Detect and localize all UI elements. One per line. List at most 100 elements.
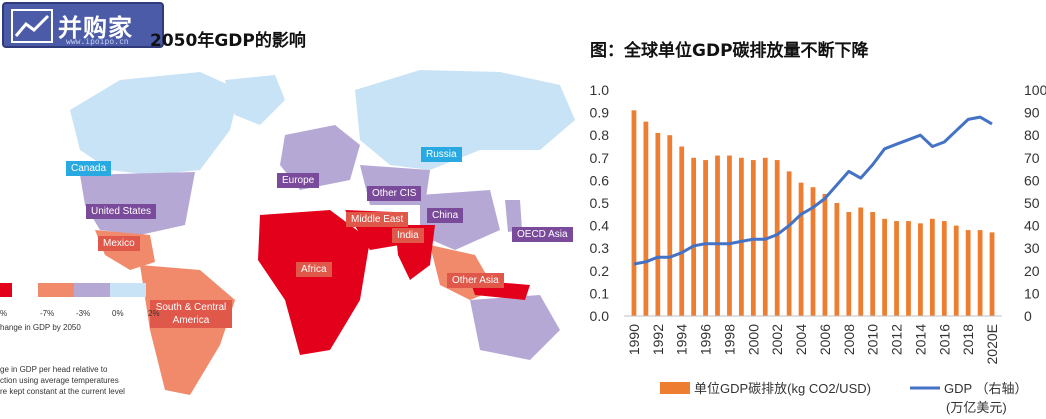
y-right-tick-label: 10 — [1024, 285, 1040, 301]
bar-carbon-intensity — [822, 193, 828, 316]
logo-text: 并购家 — [58, 14, 133, 42]
legend-swatch-4 — [110, 283, 146, 297]
x-tick-label: 2020E — [984, 324, 1000, 364]
bar-carbon-intensity — [846, 212, 852, 316]
region-label-south-central-america: South & Central America — [150, 300, 232, 328]
region-label-other-asia: Other Asia — [447, 273, 504, 288]
map-title: 2050年GDP的影响 — [150, 31, 306, 51]
y-left-tick-label: 0.1 — [590, 285, 610, 301]
region-label-canada: Canada — [66, 161, 112, 176]
y-right-tick-label: 80 — [1024, 127, 1040, 143]
y-right-tick-label: 40 — [1024, 218, 1040, 234]
legend-bar-label: 单位GDP碳排放(kg CO2/USD) — [694, 381, 871, 396]
x-tick-label: 2000 — [745, 324, 761, 355]
bar-carbon-intensity — [870, 212, 876, 316]
region-oecdasia-shape — [505, 200, 522, 232]
x-tick-label: 2008 — [841, 324, 857, 355]
legend-line-label: GDP （右轴） — [944, 381, 1028, 396]
y-right-tick-label: 60 — [1024, 172, 1040, 188]
bar-carbon-intensity — [715, 155, 720, 316]
y-left-tick-label: 0.7 — [590, 150, 610, 166]
bar-carbon-intensity — [858, 207, 864, 316]
y-right-tick-label: 70 — [1024, 150, 1040, 166]
region-label-united-states: United States — [86, 204, 157, 219]
region-label-mexico: Mexico — [98, 236, 140, 251]
x-tick-label: 1996 — [698, 324, 714, 355]
region-greenland-shape — [225, 75, 285, 125]
legend-tick-label: -3% — [76, 309, 91, 318]
y-left-tick-label: 0.0 — [590, 308, 610, 324]
x-tick-label: 2012 — [889, 324, 905, 355]
bar-carbon-intensity — [834, 203, 840, 316]
y-left-tick-label: 0.6 — [590, 172, 610, 188]
region-label-europe: Europe — [277, 173, 320, 188]
y-right-tick-label: 20 — [1024, 263, 1040, 279]
legend-note-3: re kept constant at the current level — [0, 387, 125, 396]
region-label-africa: Africa — [296, 262, 332, 277]
x-tick-label: 2004 — [793, 324, 809, 355]
world-map — [0, 70, 575, 395]
bar-carbon-intensity — [882, 218, 887, 316]
y-right-tick-label: 100 — [1024, 82, 1046, 98]
combo-chart: 0.0 0.1 0.2 0.3 0.4 0.5 0.6 0.7 0.8 0.9 1.0 0 10 20 30… — [590, 82, 1046, 415]
y-left-tick-label: 0.3 — [590, 240, 610, 256]
legend-caption: hange in GDP by 2050 — [0, 323, 81, 332]
region-label-china: China — [427, 208, 464, 223]
bar-carbon-intensity — [906, 221, 911, 316]
x-tick-label: 2018 — [960, 324, 976, 355]
legend-note-1: ge in GDP per head relative to — [0, 365, 108, 374]
region-australia-shape — [470, 295, 560, 360]
y-left-tick-label: 0.2 — [590, 263, 610, 279]
bar-carbon-intensity — [977, 230, 983, 316]
y-left-tick-label: 0.4 — [590, 218, 610, 234]
bar-carbon-intensity — [798, 182, 804, 316]
chart-logo-icon — [11, 9, 53, 43]
region-label-other-cis: Other CIS — [367, 186, 422, 201]
bar-carbon-intensity — [810, 187, 816, 316]
region-label-oecd-asia: OECD Asia — [512, 227, 573, 242]
x-tick-label: 2002 — [769, 324, 785, 355]
legend-line-unit: (万亿美元) — [946, 400, 1007, 415]
bar-carbon-intensity — [703, 160, 708, 316]
x-tick-label: 2010 — [865, 324, 881, 355]
legend-swatch-1 — [0, 283, 12, 297]
bar-carbon-intensity — [953, 225, 959, 316]
y-right-tick-label: 30 — [1024, 240, 1040, 256]
bar-carbon-intensity — [655, 132, 661, 316]
y-right-tick-label: 0 — [1024, 308, 1032, 324]
x-tick-label: 2006 — [817, 324, 833, 355]
bar-carbon-intensity — [631, 110, 637, 316]
bar-carbon-intensity — [894, 221, 899, 316]
legend-swatch-3 — [74, 283, 110, 297]
bar-carbon-intensity — [941, 221, 947, 316]
region-canada-shape — [70, 72, 240, 175]
bar-carbon-intensity — [667, 135, 673, 316]
bar-carbon-intensity — [929, 218, 935, 316]
y-left-tick-label: 0.9 — [590, 105, 610, 121]
bar-carbon-intensity — [727, 155, 732, 316]
region-label-russia: Russia — [421, 147, 462, 162]
y-right-tick-label: 90 — [1024, 105, 1040, 121]
legend-tick-label: 2% — [148, 309, 160, 318]
legend-swatch-2 — [38, 283, 74, 297]
bar-carbon-intensity — [918, 223, 923, 316]
x-tick-label: 2014 — [912, 324, 928, 355]
region-label-india: India — [392, 228, 424, 243]
legend-bar-swatch — [660, 382, 690, 394]
site-logo: 并购家 www.ipoipo.cn — [2, 2, 164, 48]
chart-panel: 图：全球单位GDP碳排放量不断下降 0.0 0.1 0.2 0.3 0.4 0.5 0.6 0… — [580, 0, 1046, 419]
bar-carbon-intensity — [739, 157, 744, 316]
x-tick-label: 1998 — [721, 324, 737, 355]
region-label-middle-east: Middle East — [346, 212, 409, 227]
bar-carbon-intensity — [989, 232, 995, 316]
logo-subtext: www.ipoipo.cn — [66, 37, 129, 46]
legend-tick-label: -7% — [40, 309, 55, 318]
world-map-panel: 并购家 www.ipoipo.cn 2050年GDP的影响 Canada Russ… — [0, 2, 575, 396]
y-left-tick-label: 0.8 — [590, 127, 610, 143]
region-us-shape — [80, 172, 195, 235]
chart-title: 图：全球单位GDP碳排放量不断下降 — [590, 41, 869, 61]
x-tick-label: 1992 — [650, 324, 666, 355]
bar-carbon-intensity — [643, 121, 649, 316]
region-southamerica-shape — [140, 265, 235, 395]
x-tick-label: 2016 — [936, 324, 952, 355]
